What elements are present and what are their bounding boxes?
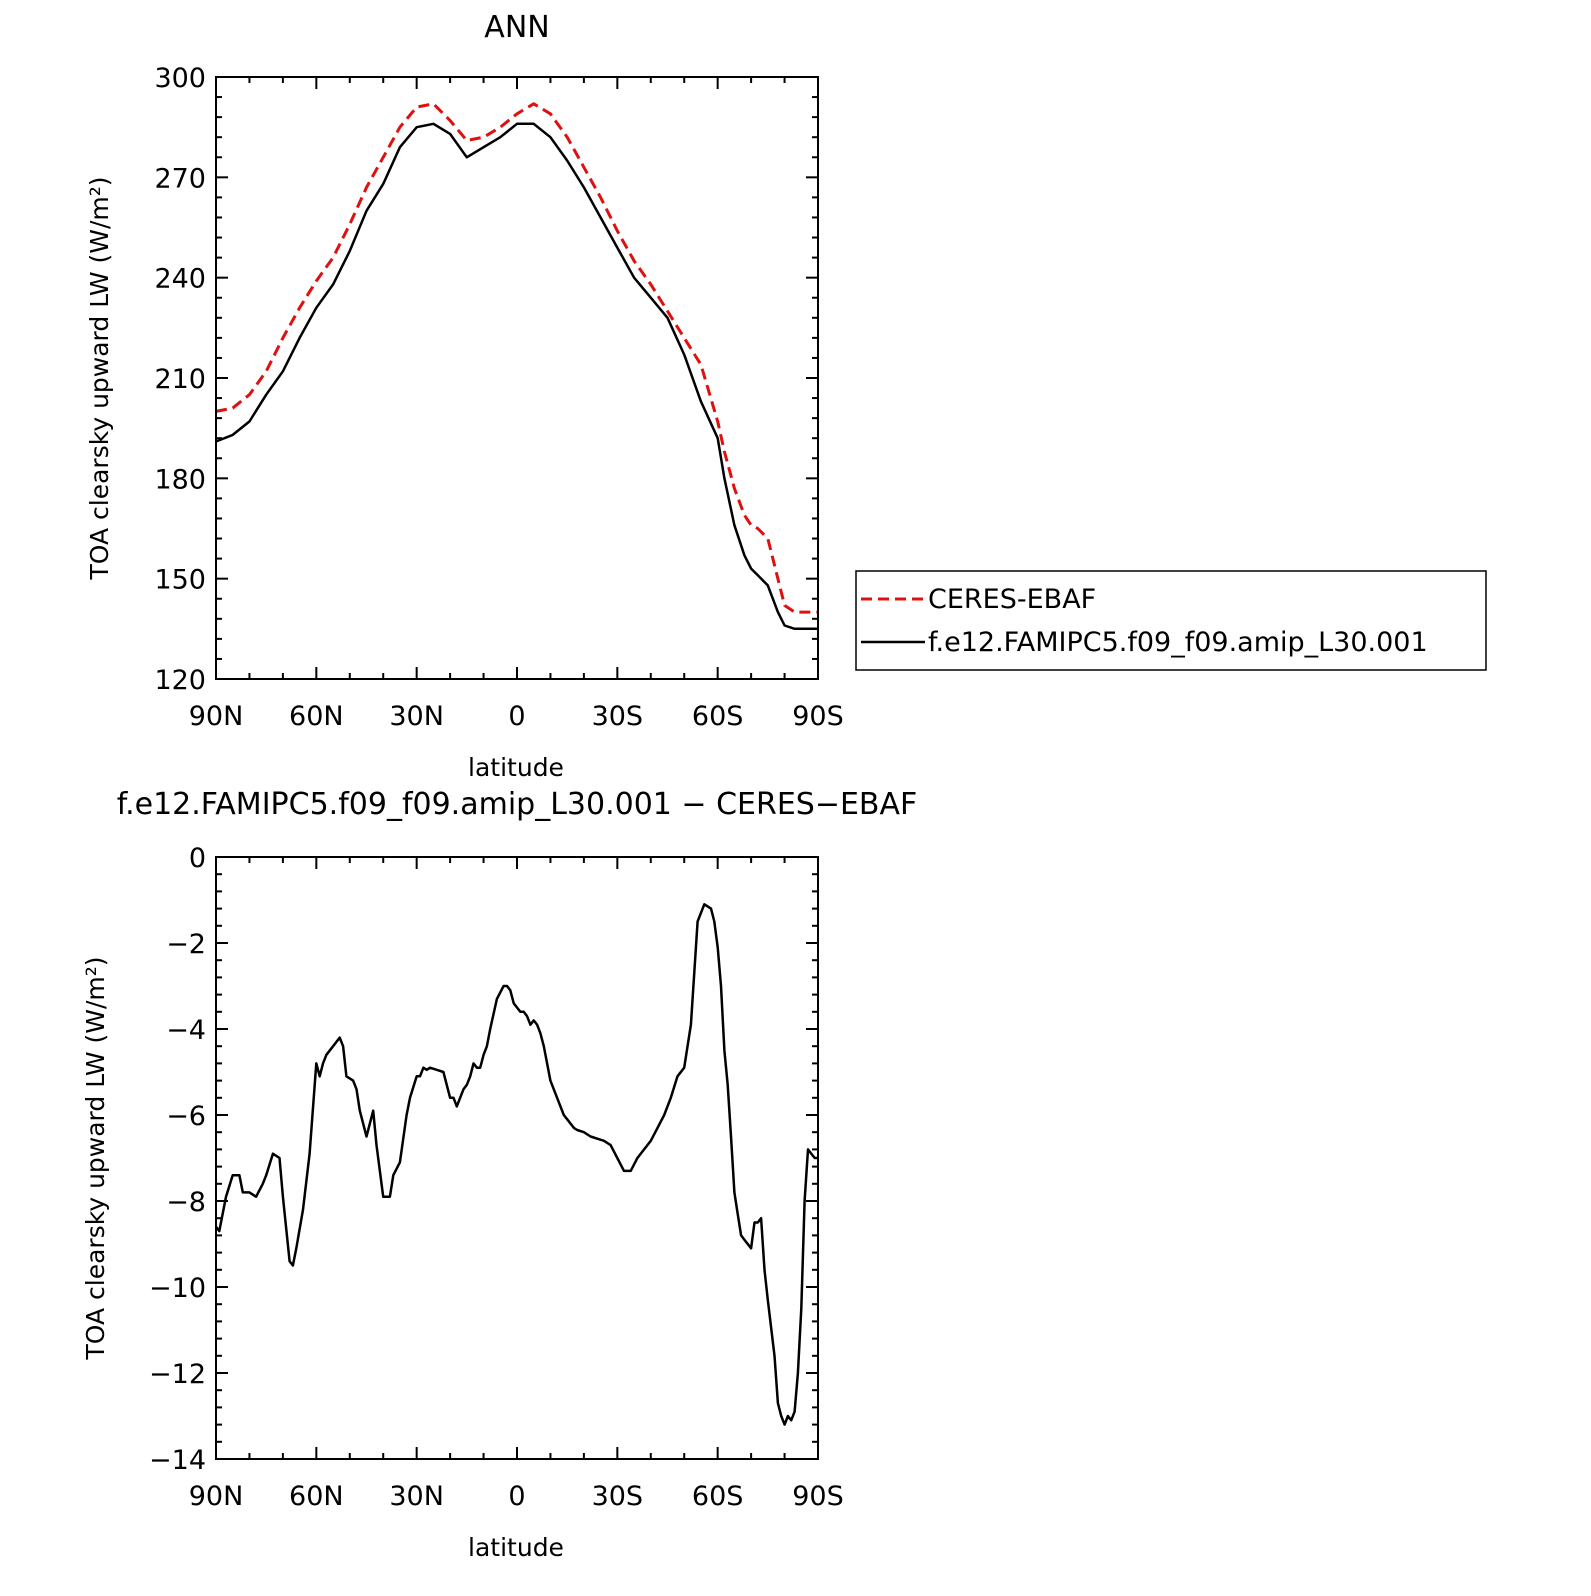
- difference-line: [215, 903, 818, 1426]
- legend-label-model: f.e12.FAMIPC5.f09_f09.amip_L30.001: [928, 627, 1428, 658]
- bottom-series-group: [215, 903, 818, 1426]
- bottom-minor-ticks: [215, 856, 819, 1460]
- bottom-y-axis-label: TOA clearsky upward LW (W/m²): [81, 956, 110, 1360]
- y-tick-label: −2: [166, 929, 206, 960]
- y-tick-label: −4: [166, 1015, 206, 1046]
- y-tick-label: −12: [149, 1359, 206, 1390]
- x-tick-label: 60S: [692, 701, 744, 732]
- x-tick-label: 90S: [792, 701, 844, 732]
- top-x-axis-label: latitude: [468, 753, 564, 782]
- x-tick-label: 0: [508, 1481, 525, 1512]
- top-series-group: [215, 102, 818, 631]
- top-minor-ticks: [215, 76, 819, 680]
- top-x-tick-labels: 90N 60N 30N 0 30S 60S 90S: [189, 701, 844, 732]
- bottom-x-tick-labels: 90N 60N 30N 0 30S 60S 90S: [189, 1481, 844, 1512]
- legend-box: [855, 570, 1487, 671]
- top-chart-title: ANN: [484, 10, 549, 45]
- series-line-ceres-ebaf: [215, 102, 818, 614]
- y-tick-label: 270: [154, 163, 206, 194]
- series-line-f-e12-famipc5-f09-f09-amip-l30-001: [215, 122, 818, 631]
- x-tick-label: 30N: [389, 701, 444, 732]
- x-tick-label: 60N: [289, 701, 344, 732]
- panel-bottom: f.e12.FAMIPC5.f09_f09.amip_L30.001 − CER…: [81, 787, 917, 1562]
- y-tick-label: 120: [154, 665, 206, 696]
- top-y-axis-label: TOA clearsky upward LW (W/m²): [85, 176, 114, 580]
- bottom-x-axis-label: latitude: [468, 1533, 564, 1562]
- x-tick-label: 90N: [189, 701, 244, 732]
- x-tick-label: 60S: [692, 1481, 744, 1512]
- bottom-y-tick-labels: −14 −12 −10 −8 −6 −4 −2 0: [149, 843, 206, 1476]
- top-legend: CERES-EBAF f.e12.FAMIPC5.f09_f09.amip_L3…: [855, 570, 1487, 671]
- top-plot-frame: [215, 76, 819, 680]
- bottom-chart-title: f.e12.FAMIPC5.f09_f09.amip_L30.001 − CER…: [117, 787, 918, 822]
- x-tick-label: 30N: [389, 1481, 444, 1512]
- y-tick-label: 210: [154, 364, 206, 395]
- y-tick-label: 240: [154, 264, 206, 295]
- top-y-tick-labels: 120 150 180 210 240 270 300: [154, 63, 206, 696]
- x-tick-label: 60N: [289, 1481, 344, 1512]
- x-tick-label: 0: [508, 701, 525, 732]
- x-tick-label: 30S: [592, 701, 644, 732]
- y-tick-label: −10: [149, 1273, 206, 1304]
- y-tick-label: 0: [189, 843, 206, 874]
- y-tick-label: 300: [154, 63, 206, 94]
- x-tick-label: 30S: [592, 1481, 644, 1512]
- y-tick-label: 150: [154, 565, 206, 596]
- x-tick-label: 90N: [189, 1481, 244, 1512]
- y-tick-label: 180: [154, 464, 206, 495]
- bottom-plot-frame: [215, 856, 819, 1460]
- x-tick-label: 90S: [792, 1481, 844, 1512]
- y-tick-label: −14: [149, 1445, 206, 1476]
- y-tick-label: −8: [166, 1187, 206, 1218]
- legend-label-ceres: CERES-EBAF: [928, 584, 1096, 615]
- panel-top: ANN 120 150 180 210 240 270 300 90N 60N 30N 0 30S 6…: [85, 10, 1487, 782]
- y-tick-label: −6: [166, 1101, 206, 1132]
